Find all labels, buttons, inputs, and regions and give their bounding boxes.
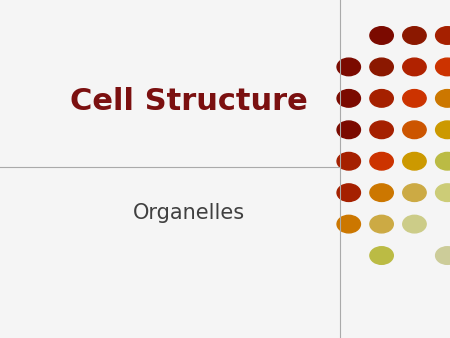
Circle shape [370,247,393,264]
Circle shape [337,152,360,170]
Text: Organelles: Organelles [133,203,245,223]
Circle shape [370,215,393,233]
Circle shape [370,90,393,107]
Circle shape [436,152,450,170]
Circle shape [403,27,426,44]
Circle shape [370,184,393,201]
Circle shape [370,152,393,170]
Circle shape [436,184,450,201]
Circle shape [337,184,360,201]
Circle shape [403,152,426,170]
Circle shape [370,121,393,139]
Circle shape [370,27,393,44]
Circle shape [337,90,360,107]
Circle shape [403,121,426,139]
Circle shape [436,58,450,76]
Circle shape [403,58,426,76]
Circle shape [370,58,393,76]
Circle shape [436,90,450,107]
Circle shape [436,121,450,139]
Circle shape [403,184,426,201]
Circle shape [337,121,360,139]
Circle shape [403,90,426,107]
Circle shape [436,27,450,44]
Circle shape [337,215,360,233]
Circle shape [436,247,450,264]
Circle shape [337,58,360,76]
Text: Cell Structure: Cell Structure [70,87,308,116]
Circle shape [403,215,426,233]
